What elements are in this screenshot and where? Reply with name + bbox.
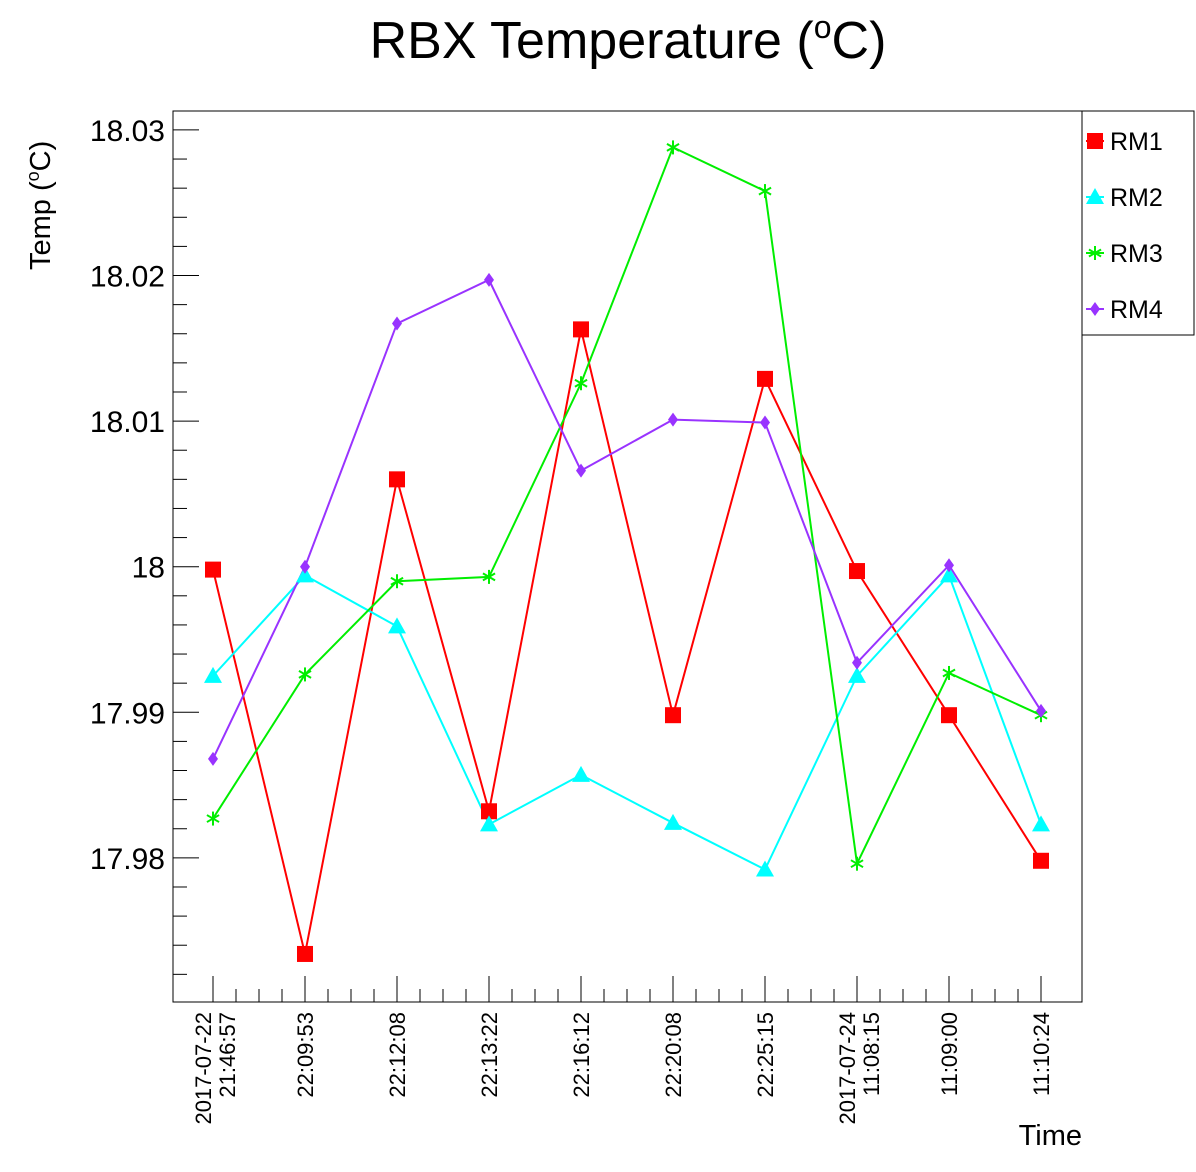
data-point-rm3: [758, 184, 772, 199]
data-point-rm3: [942, 665, 956, 680]
series-layer: [204, 140, 1050, 962]
data-point-rm2: [1032, 815, 1050, 832]
data-point-rm1: [757, 370, 773, 387]
data-point-rm1: [1033, 852, 1049, 869]
x-tick-label-group: 22:12:08: [385, 1012, 410, 1098]
x-tick-label-group: 22:20:08: [661, 1012, 686, 1098]
data-point-rm3: [206, 811, 220, 826]
data-point-rm1: [297, 945, 313, 962]
y-axis-label: Temp (oC): [23, 141, 57, 270]
legend-marker-rm2: [1086, 188, 1104, 204]
y-tick-label: 18.01: [90, 406, 165, 439]
x-tick-time: 11:08:15: [859, 1012, 884, 1096]
x-axis: 2017-07-22 21:46:57 22:09:53 22:12:08 22:13:…: [191, 976, 1054, 1125]
data-point-rm3: [390, 574, 404, 589]
data-point-rm1: [205, 561, 221, 578]
data-point-rm4: [208, 751, 218, 766]
legend-marker-rm1: [1087, 133, 1103, 149]
data-point-rm2: [664, 813, 682, 830]
data-point-rm3: [574, 376, 588, 391]
data-point-rm4: [484, 272, 494, 287]
data-point-rm2: [480, 815, 498, 832]
x-tick-label-group: 11:09:00: [937, 1012, 962, 1096]
data-point-rm3: [666, 140, 680, 155]
y-axis: 17.98 17.99 18 18.01 18.02 18.03: [90, 115, 199, 975]
legend: RM1 RM2 RM3 RM4: [1081, 110, 1195, 336]
data-point-rm2: [572, 765, 590, 782]
data-point-rm2: [940, 566, 958, 583]
y-tick-label: 17.98: [90, 843, 165, 876]
x-tick-time: 22:13:22: [477, 1012, 502, 1098]
data-point-rm2: [848, 666, 866, 683]
x-tick-time: 22:16:12: [569, 1012, 594, 1098]
legend-label-rm1: RM1: [1110, 128, 1163, 156]
data-point-rm3-stroke: [666, 143, 680, 152]
data-point-rm1: [665, 707, 681, 724]
data-point-rm2: [204, 666, 222, 683]
data-point-rm1: [389, 471, 405, 488]
data-point-rm2: [296, 566, 314, 583]
x-tick-label-group: 2017-07-24 11:08:15: [835, 1012, 884, 1125]
data-point-rm3: [850, 856, 864, 871]
x-tick-label-group: 2017-07-22 21:46:57: [191, 1012, 240, 1125]
x-tick-label-group: 11:10:24: [1029, 1012, 1054, 1096]
x-axis-label: Time: [1019, 1120, 1082, 1152]
data-point-rm3: [482, 569, 496, 584]
x-tick-date: 2017-07-22: [191, 1012, 216, 1125]
series-line-rm2: [212, 573, 1042, 871]
x-tick-label-group: 22:13:22: [477, 1012, 502, 1098]
chart-title: RBX Temperature (oC): [370, 9, 887, 70]
data-point-rm3-stroke: [574, 378, 588, 388]
data-point-rm1: [481, 803, 497, 820]
data-point-rm2: [388, 617, 406, 634]
y-tick-label: 18.02: [90, 261, 165, 294]
data-point-rm3-stroke: [206, 814, 220, 823]
y-tick-label: 18: [132, 552, 165, 585]
data-point-rm3-stroke: [482, 572, 496, 582]
x-tick-time: 22:09:53: [293, 1012, 318, 1098]
data-point-rm1: [941, 707, 957, 724]
series-line-rm4: [212, 278, 1042, 760]
data-point-rm3-stroke: [942, 668, 956, 678]
data-point-rm4: [944, 558, 954, 573]
x-tick-time: 22:25:15: [753, 1012, 778, 1098]
data-point-rm4: [576, 463, 586, 478]
data-point-rm4: [392, 316, 402, 331]
legend-label-rm2: RM2: [1110, 184, 1163, 212]
x-tick-label-group: 22:16:12: [569, 1012, 594, 1098]
legend-marker-rm4: [1090, 302, 1100, 316]
data-point-rm1: [573, 321, 589, 338]
x-tick-time: 22:20:08: [661, 1012, 686, 1098]
data-point-rm4: [852, 655, 862, 670]
x-tick-time: 21:46:57: [215, 1012, 240, 1098]
legend-label-rm4: RM4: [1110, 296, 1163, 324]
data-point-rm3-stroke: [850, 859, 864, 869]
data-point-rm2: [756, 860, 774, 877]
data-point-rm1: [849, 563, 865, 580]
data-point-rm3-stroke: [758, 186, 772, 196]
data-point-rm3: [298, 667, 312, 682]
x-tick-label-group: 22:09:53: [293, 1012, 318, 1098]
data-point-rm4: [760, 415, 770, 430]
data-point-rm3-stroke: [390, 576, 404, 586]
x-tick-time: 11:09:00: [937, 1012, 962, 1096]
x-tick-time: 11:10:24: [1029, 1012, 1054, 1096]
data-point-rm3-stroke: [298, 670, 312, 679]
legend-label-rm3: RM3: [1110, 240, 1163, 268]
x-tick-time: 22:12:08: [385, 1012, 410, 1098]
legend-marker-rm3: [1088, 246, 1102, 260]
y-tick-label: 17.99: [90, 697, 165, 730]
series-line-rm1: [212, 329, 1042, 955]
data-point-rm4: [1036, 703, 1046, 718]
data-point-rm4: [300, 559, 310, 574]
legend-marker-rm3-stroke: [1088, 248, 1102, 258]
series-line-rm3: [212, 146, 1042, 868]
y-tick-label: 18.03: [90, 115, 165, 148]
data-point-rm4: [668, 412, 678, 427]
x-tick-label-group: 22:25:15: [753, 1012, 778, 1098]
x-tick-date: 2017-07-24: [835, 1012, 860, 1125]
